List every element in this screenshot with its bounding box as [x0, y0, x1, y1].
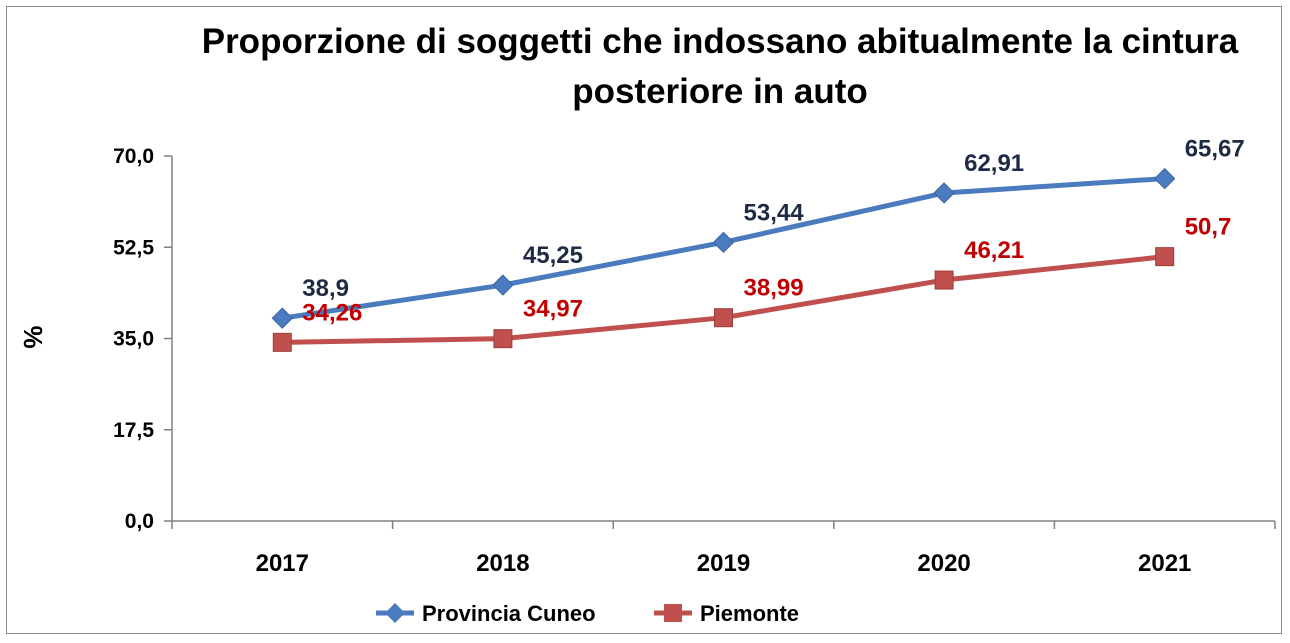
data-point-square: [1155, 247, 1175, 267]
chart-frame: [6, 6, 1282, 634]
data-label: 38,99: [744, 275, 804, 302]
data-label: 50,7: [1185, 214, 1232, 241]
axes: 0,0 17,5 35,0 52,5 70,0 2017 2018 2019 2020 2021: [113, 145, 1276, 577]
data-label: 65,67: [1185, 136, 1245, 163]
legend-label: Piemonte: [700, 601, 799, 626]
data-label: 46,21: [964, 237, 1024, 264]
chart-title: Proporzione di soggetti che indossano ab…: [202, 22, 1239, 111]
data-point-diamond: [712, 231, 735, 254]
data-point-diamond: [492, 274, 514, 296]
y-tick-label: 52,5: [113, 236, 154, 259]
data-label: 45,25: [523, 242, 583, 269]
y-tick-label: 17,5: [113, 419, 154, 442]
y-axis-label: %: [18, 325, 48, 348]
legend-marker-diamond: [385, 603, 405, 623]
legend-marker-square: [664, 604, 682, 622]
data-point-square: [272, 332, 292, 352]
series-piemonte: 34,26 34,97 38,99 46,21 50,7: [272, 214, 1232, 352]
data-label: 62,91: [964, 150, 1024, 177]
chart-title-line-1: Proporzione di soggetti che indossano ab…: [202, 22, 1239, 61]
data-label: 34,97: [523, 296, 583, 323]
data-label: 38,9: [302, 275, 349, 302]
data-point-square: [934, 270, 954, 290]
data-point-square: [714, 308, 733, 328]
legend-entry-piemonte: Piemonte: [654, 601, 799, 626]
x-tick-label: 2020: [917, 550, 970, 577]
series-provincia-cuneo: 38,9 45,25 53,44 62,91 65,67: [271, 136, 1245, 329]
data-label: 34,26: [302, 299, 362, 326]
chart-title-line-2: posteriore in auto: [572, 72, 868, 111]
x-tick-label: 2017: [256, 550, 309, 577]
x-tick-label: 2021: [1138, 550, 1191, 577]
series-layer: 38,9 45,25 53,44 62,91 65,67 34,26 34,97 38,99 4…: [271, 136, 1245, 352]
data-point-square: [493, 329, 513, 349]
data-point-diamond: [1153, 167, 1176, 190]
y-tick-label: 70,0: [113, 145, 154, 168]
data-label: 53,44: [744, 199, 805, 226]
legend-label: Provincia Cuneo: [422, 601, 596, 626]
legend-entry-provincia-cuneo: Provincia Cuneo: [376, 601, 596, 626]
y-tick-label: 0,0: [125, 510, 154, 533]
data-point-diamond: [271, 307, 294, 329]
data-point-diamond: [933, 182, 955, 204]
legend: Provincia Cuneo Piemonte: [376, 601, 799, 626]
y-tick-label: 35,0: [113, 328, 154, 351]
x-tick-label: 2019: [697, 550, 750, 577]
x-tick-label: 2018: [476, 550, 529, 577]
